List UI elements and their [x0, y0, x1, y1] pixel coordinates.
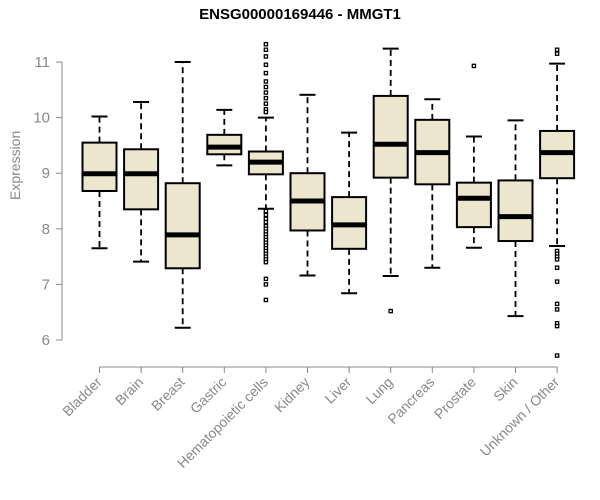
outlier-point	[263, 41, 269, 47]
box-group	[331, 131, 368, 295]
outlier-point	[263, 259, 269, 265]
x-tick-label: Bladder	[59, 374, 105, 420]
outlier-point	[263, 101, 269, 106]
y-tick-label: 7	[42, 276, 50, 293]
box-iqr	[123, 148, 160, 211]
x-tick-label: Lung	[362, 374, 395, 407]
outlier-point	[388, 308, 393, 314]
box-iqr	[497, 179, 534, 243]
box-group	[414, 98, 451, 269]
y-tick-label: 11	[34, 54, 50, 71]
outlier-point	[554, 257, 560, 262]
box-iqr	[164, 182, 201, 270]
x-tick-label: Breast	[148, 374, 188, 414]
box-group	[247, 41, 284, 303]
outlier-point	[263, 79, 269, 84]
outlier-point	[263, 95, 269, 101]
box-group	[123, 101, 160, 263]
chart-title: ENSG00000169446 - MMGT1	[199, 6, 401, 23]
box-iqr	[81, 141, 118, 192]
outlier-point	[263, 47, 269, 53]
box-iqr	[372, 94, 409, 179]
y-tick-label: 6	[42, 332, 50, 349]
outlier-point	[263, 70, 269, 76]
outlier-point	[554, 47, 560, 53]
outlier-point	[263, 212, 269, 218]
x-tick-label: Skin	[490, 374, 521, 405]
x-tick-label: Prostate	[431, 374, 479, 422]
outlier-point	[263, 219, 269, 225]
outlier-point	[263, 297, 269, 303]
outlier-point	[554, 353, 560, 358]
box-group	[455, 63, 492, 249]
outlier-point	[263, 282, 269, 287]
outlier-point	[554, 323, 560, 329]
outlier-point	[263, 90, 269, 95]
outlier-point	[263, 62, 269, 68]
outlier-point	[471, 63, 477, 69]
box-group	[289, 93, 326, 277]
outlier-point	[554, 279, 560, 284]
box-group	[206, 108, 243, 167]
box-group	[497, 119, 534, 318]
x-tick-label: Brain	[112, 374, 146, 408]
y-tick-label: 9	[42, 165, 50, 182]
x-tick-label: Liver	[321, 374, 354, 407]
outlier-point	[263, 276, 269, 282]
x-tick-label: Unknown / Other	[477, 374, 563, 460]
outlier-point	[263, 109, 269, 115]
outlier-point	[263, 84, 269, 90]
outlier-point	[554, 301, 560, 307]
outlier-point	[554, 307, 560, 312]
outlier-point	[554, 265, 560, 270]
box-iqr	[455, 181, 492, 229]
box-group	[164, 61, 201, 329]
y-tick-label: 10	[33, 110, 50, 127]
outlier-point	[554, 51, 560, 56]
y-tick-label: 8	[42, 221, 50, 238]
x-tick-label: Kidney	[271, 374, 313, 416]
box-group	[81, 115, 118, 250]
outlier-point	[263, 208, 269, 214]
outlier-point	[263, 54, 269, 59]
box-group	[372, 47, 409, 314]
box-iqr	[206, 133, 243, 156]
box-group	[539, 47, 576, 358]
